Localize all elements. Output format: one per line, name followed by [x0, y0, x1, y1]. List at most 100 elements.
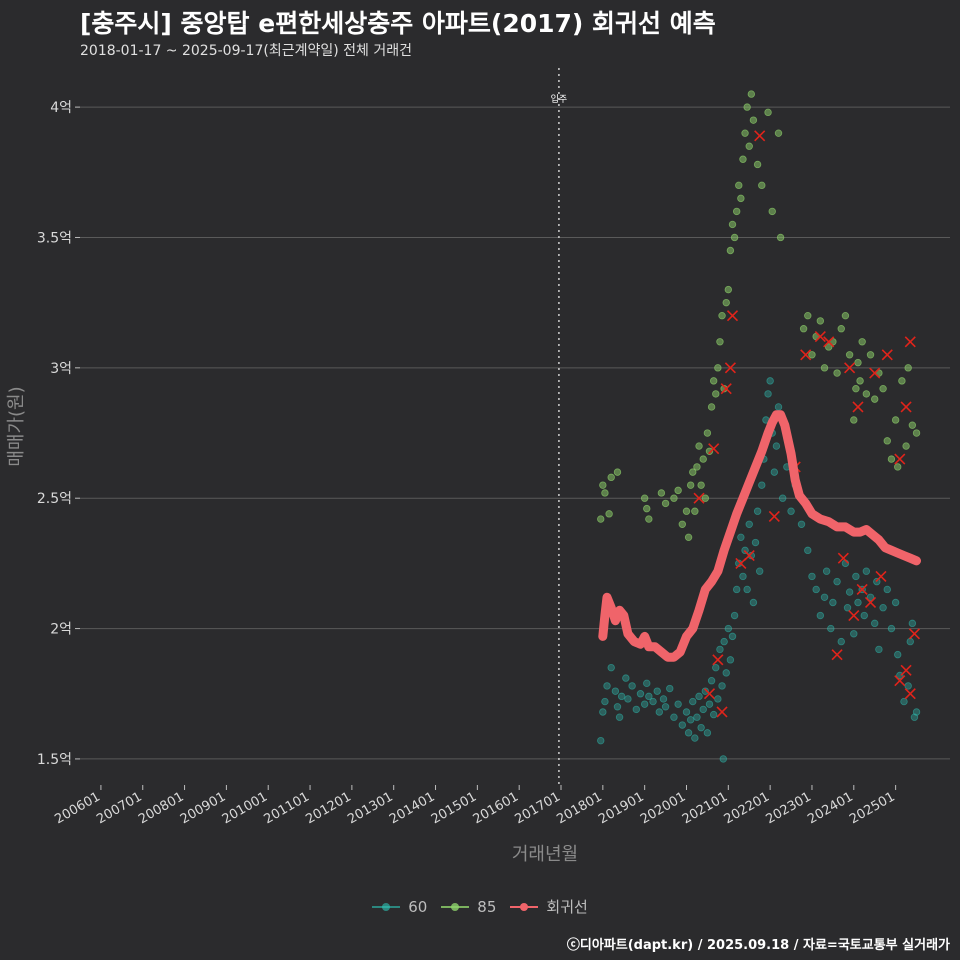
x-tick-label: 201001 — [220, 789, 270, 827]
legend-key-85 — [441, 902, 470, 911]
point-60 — [720, 637, 728, 646]
point-85 — [613, 468, 622, 476]
point-85 — [674, 486, 682, 495]
point-60 — [716, 645, 724, 654]
point-60 — [822, 567, 831, 575]
cross-mark — [904, 336, 916, 348]
y-tick-label: 1.5억 — [37, 752, 72, 768]
point-60 — [827, 624, 835, 633]
legend-key-regression — [510, 902, 539, 911]
point-85 — [605, 510, 613, 518]
point-85 — [852, 384, 860, 393]
point-60 — [837, 637, 845, 646]
point-60 — [758, 481, 766, 489]
x-tick-label: 202001 — [638, 789, 688, 827]
point-60 — [705, 700, 714, 708]
point-85 — [705, 447, 714, 455]
point-85 — [670, 494, 678, 502]
point-85 — [640, 494, 649, 502]
point-85 — [735, 181, 743, 190]
point-60 — [906, 637, 914, 646]
point-60 — [622, 674, 630, 682]
point-85 — [597, 515, 605, 523]
legend-item-85[interactable]: 85 — [441, 898, 496, 916]
point-60 — [908, 619, 917, 628]
point-85 — [799, 325, 808, 333]
point-85 — [728, 220, 737, 229]
point-60 — [787, 507, 795, 515]
x-tick-label: 202401 — [805, 789, 855, 827]
point-85 — [718, 311, 726, 320]
annotation-layer: 입주 — [551, 68, 568, 785]
point-85 — [643, 504, 651, 513]
point-85 — [854, 358, 862, 367]
point-60 — [693, 713, 701, 721]
point-60 — [607, 663, 615, 672]
point-60 — [697, 723, 705, 732]
point-85 — [707, 403, 716, 411]
point-60 — [613, 703, 622, 711]
point-85 — [837, 325, 845, 333]
point-85 — [768, 207, 776, 216]
point-60 — [747, 551, 756, 560]
x-tick-label: 200701 — [94, 789, 144, 827]
point-60 — [860, 611, 868, 620]
point-85 — [661, 499, 670, 508]
point-60 — [912, 708, 921, 716]
point-60 — [714, 695, 722, 703]
point-85 — [709, 377, 718, 385]
point-60 — [701, 687, 710, 695]
point-60 — [689, 697, 697, 706]
cross-mark — [814, 330, 826, 343]
point-60 — [695, 692, 703, 701]
point-60 — [749, 598, 758, 607]
point-60 — [712, 663, 720, 672]
point-85 — [758, 181, 766, 190]
x-tick-label: 201101 — [262, 789, 312, 827]
point-85 — [856, 377, 864, 385]
point-60 — [718, 682, 726, 690]
y-tick-label: 3.5억 — [37, 230, 72, 246]
point-60 — [628, 682, 636, 690]
x-tick-label: 202201 — [722, 789, 772, 827]
point-85 — [866, 351, 875, 359]
point-85 — [908, 421, 917, 429]
point-60 — [772, 442, 781, 450]
cross-mark — [844, 362, 856, 374]
move-in-label: 입주 — [551, 93, 568, 105]
point-85 — [737, 194, 745, 203]
point-60 — [603, 682, 611, 690]
cross-mark — [837, 552, 849, 564]
point-60 — [745, 520, 753, 528]
point-60 — [852, 572, 860, 581]
point-60 — [611, 687, 620, 695]
cross-mark — [726, 310, 739, 322]
legend-label-60: 60 — [408, 897, 428, 916]
point-60 — [764, 390, 772, 398]
legend-item-regression[interactable]: 회귀선 — [510, 896, 588, 917]
point-85 — [804, 311, 812, 320]
point-60 — [871, 619, 879, 628]
point-85 — [858, 338, 866, 346]
point-60 — [728, 632, 737, 641]
cross-mark — [768, 510, 780, 523]
series-85-points — [597, 90, 921, 542]
point-60 — [755, 567, 764, 575]
y-tick-label: 4억 — [50, 100, 72, 116]
point-60 — [724, 624, 733, 633]
point-60 — [862, 567, 871, 575]
x-tick-label: 200801 — [136, 789, 186, 827]
x-tick-label: 201901 — [596, 789, 646, 827]
point-60 — [833, 577, 841, 586]
point-60 — [808, 572, 816, 581]
point-85 — [703, 429, 712, 437]
cross-mark — [864, 596, 877, 609]
point-60 — [624, 695, 632, 703]
point-60 — [615, 713, 624, 721]
point-60 — [659, 695, 668, 703]
point-85 — [825, 343, 833, 351]
point-60 — [739, 572, 747, 581]
legend-item-60[interactable]: 60 — [372, 898, 427, 916]
point-60 — [774, 403, 783, 411]
point-60 — [707, 677, 716, 685]
